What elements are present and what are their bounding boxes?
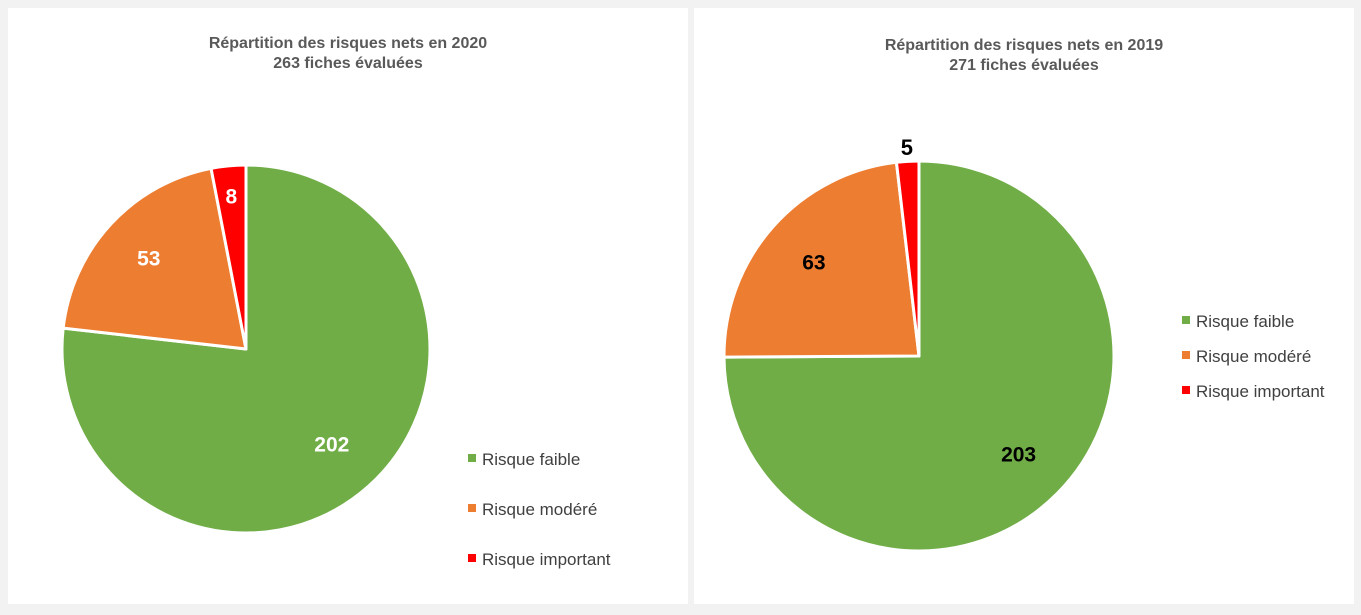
legend-item-faible: Risque faible bbox=[1182, 312, 1294, 332]
pie-slice-modere bbox=[722, 160, 921, 359]
data-label-faible: 202 bbox=[314, 434, 349, 457]
pie-slice-important bbox=[209, 163, 248, 351]
legend-item-important: Risque important bbox=[1182, 382, 1325, 402]
legend-swatch-modere bbox=[468, 504, 476, 512]
legend-item-important: Risque important bbox=[468, 550, 611, 570]
legend-label-important: Risque important bbox=[1196, 382, 1325, 401]
legend-item-modere: Risque modéré bbox=[468, 500, 597, 520]
legend-swatch-faible bbox=[468, 454, 476, 462]
chart-title: Répartition des risques nets en 2020 263… bbox=[8, 34, 688, 74]
pie-slice-faible bbox=[722, 159, 1116, 553]
legend-label-faible: Risque faible bbox=[482, 450, 581, 469]
legend-item-faible: Risque faible bbox=[468, 450, 580, 470]
pie-slice-faible bbox=[60, 163, 432, 535]
chart-title-line: Répartition des risques nets en 2020 bbox=[208, 35, 488, 52]
chart-subtitle-line: 271 fiches évaluées bbox=[949, 57, 1099, 74]
pie-slice-modere bbox=[61, 166, 248, 351]
legend-swatch-modere bbox=[1182, 351, 1190, 359]
chart-panel-2019: Répartition des risques nets en 2019 271… bbox=[694, 8, 1354, 604]
legend-label-faible: Risque faible bbox=[1196, 312, 1295, 331]
data-label-modere: 63 bbox=[802, 251, 825, 274]
legend-label-important: Risque important bbox=[482, 550, 611, 569]
data-label-faible: 203 bbox=[1001, 444, 1036, 467]
pie-slice-important bbox=[894, 159, 921, 358]
chart-title-line: Répartition des risques nets en 2019 bbox=[884, 37, 1164, 54]
legend-swatch-important bbox=[1182, 386, 1190, 394]
legend-label-modere: Risque modéré bbox=[482, 500, 598, 519]
pie-chart-2019: 203 63 5 bbox=[722, 135, 1116, 553]
legend-swatch-important bbox=[468, 554, 476, 562]
legend-label-modere: Risque modéré bbox=[1196, 347, 1312, 366]
data-label-important: 5 bbox=[901, 135, 913, 160]
data-label-modere: 53 bbox=[137, 248, 160, 271]
pie-chart-2020: 202 53 8 bbox=[60, 163, 432, 535]
chart-title: Répartition des risques nets en 2019 271… bbox=[694, 36, 1354, 76]
data-label-important: 8 bbox=[226, 186, 238, 209]
chart-panel-2020: Répartition des risques nets en 2020 263… bbox=[8, 8, 688, 604]
legend-item-modere: Risque modéré bbox=[1182, 347, 1311, 367]
chart-subtitle-line: 263 fiches évaluées bbox=[273, 55, 423, 72]
legend-swatch-faible bbox=[1182, 316, 1190, 324]
